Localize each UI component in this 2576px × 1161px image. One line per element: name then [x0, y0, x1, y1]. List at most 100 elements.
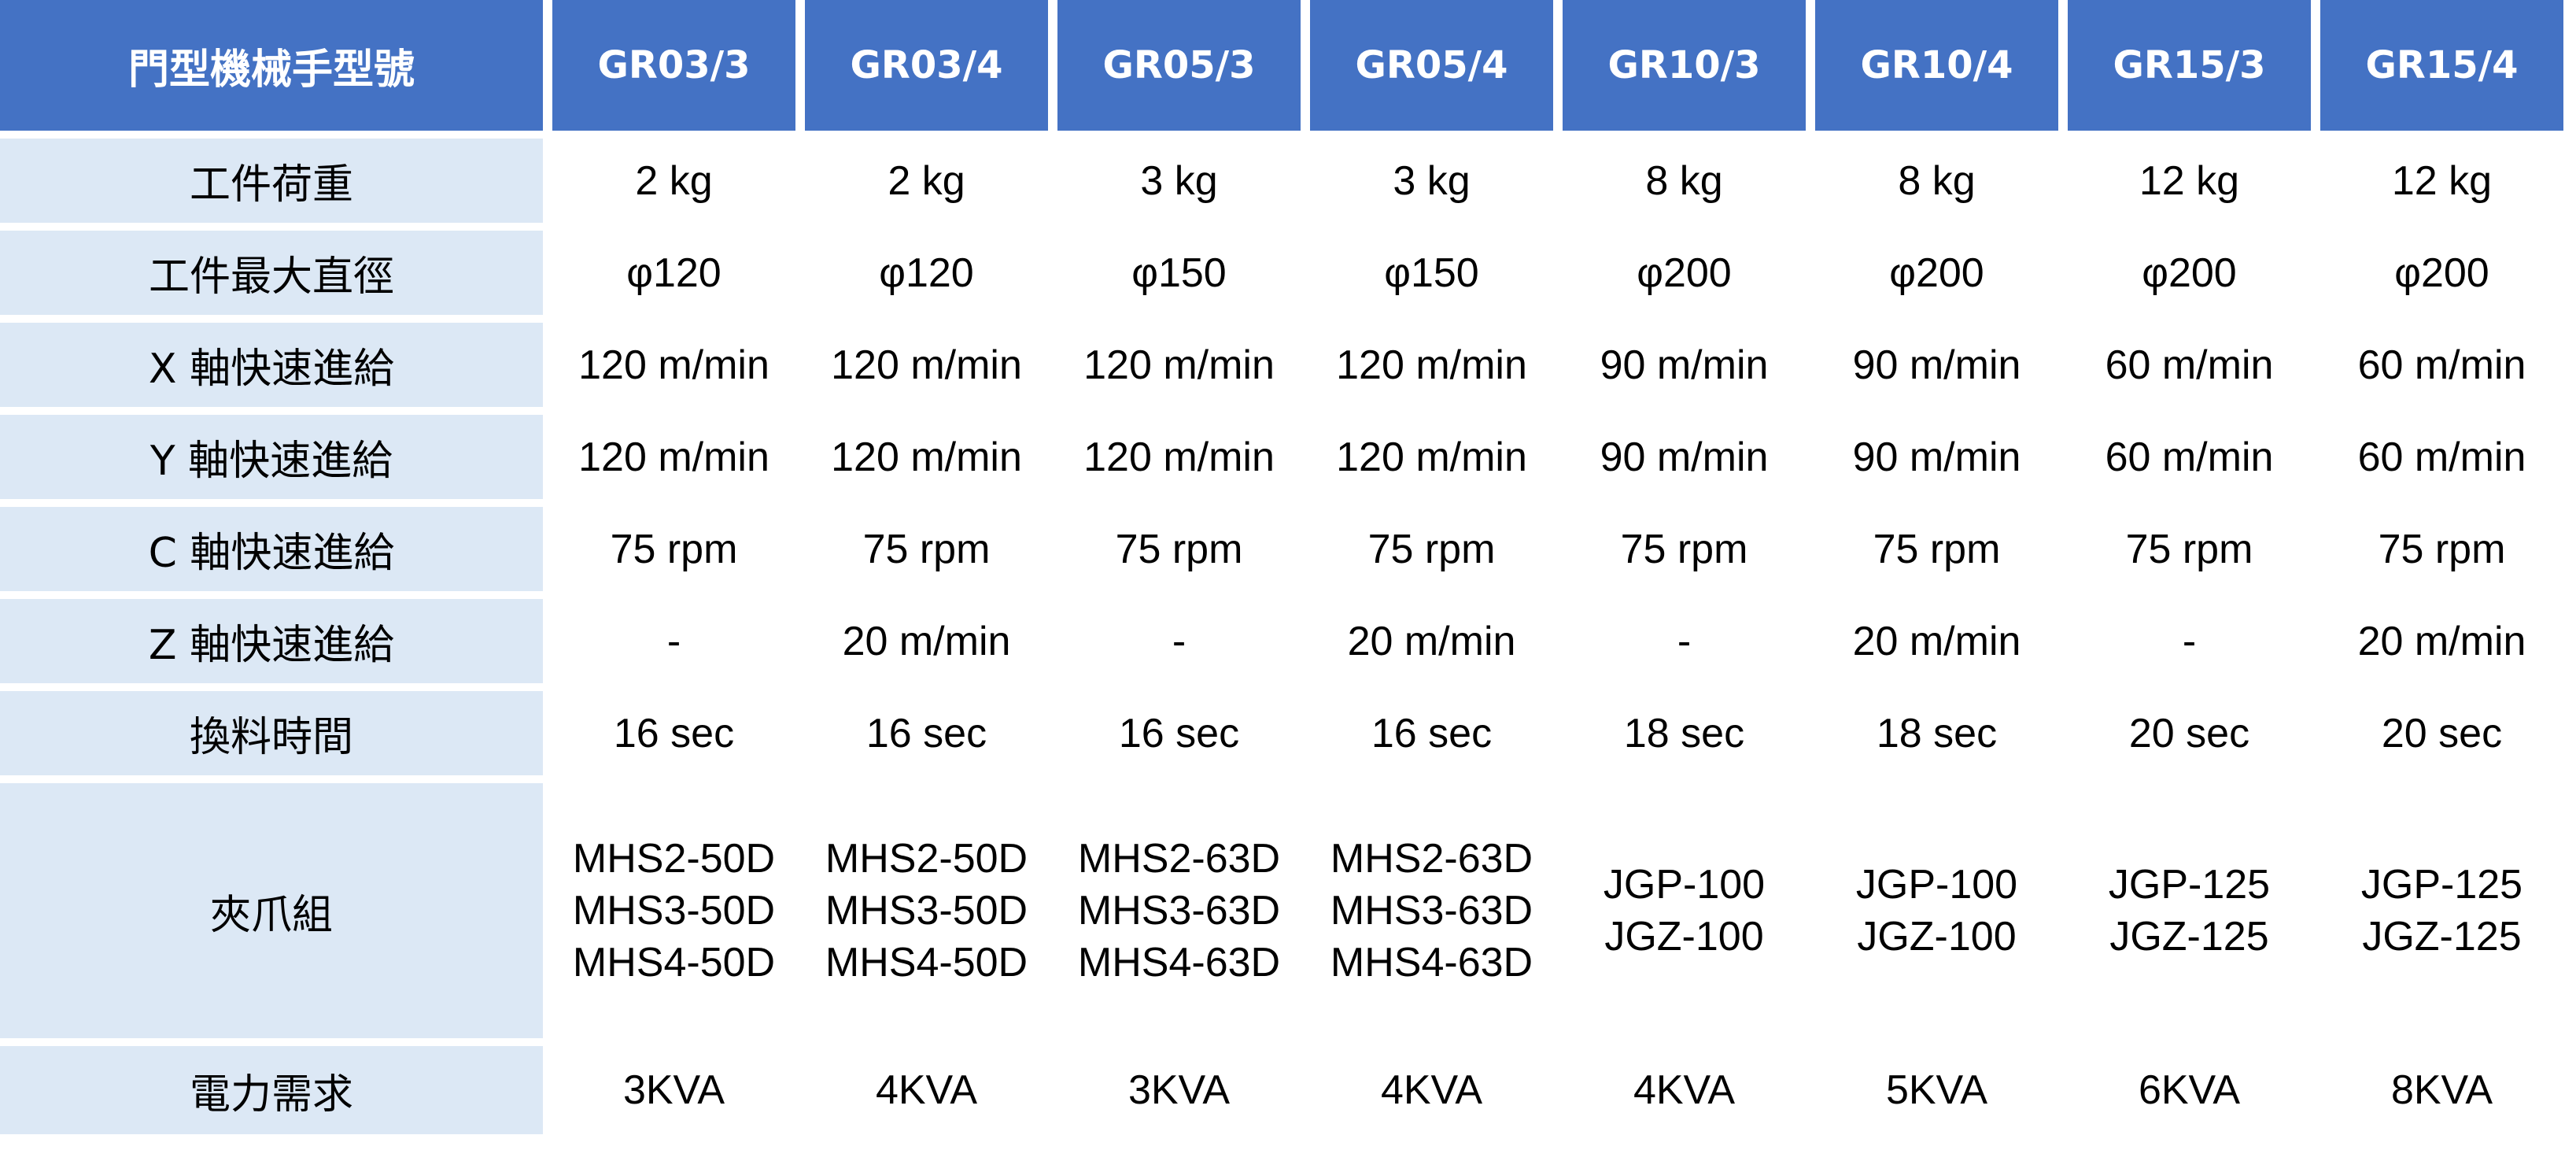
- model-header: GR15/3: [2068, 0, 2311, 131]
- spec-cell: JGP-125 JGZ-125: [2068, 783, 2311, 1038]
- spec-cell: MHS2-63D MHS3-63D MHS4-63D: [1310, 783, 1553, 1038]
- gripper-model: MHS3-63D: [1077, 888, 1281, 934]
- spec-cell: 120 m/min: [552, 323, 795, 407]
- spec-cell: φ200: [2068, 231, 2311, 315]
- spec-cell: 120 m/min: [1057, 415, 1301, 499]
- gripper-model: JGZ-125: [2109, 914, 2269, 959]
- spec-cell: 75 rpm: [2068, 507, 2311, 591]
- spec-cell: 20 sec: [2068, 691, 2311, 775]
- spec-row-payload: 工件荷重 2 kg 2 kg 3 kg 3 kg 8 kg 8 kg 12 kg…: [0, 139, 2563, 223]
- spec-cell: 120 m/min: [805, 415, 1048, 499]
- spec-cell: 60 m/min: [2068, 323, 2311, 407]
- spec-cell: 6KVA: [2068, 1046, 2311, 1134]
- spec-cell: 3KVA: [1057, 1046, 1301, 1134]
- spec-cell: 8KVA: [2320, 1046, 2563, 1134]
- spec-cell: -: [1057, 599, 1301, 683]
- spec-cell: φ200: [2320, 231, 2563, 315]
- model-header: GR05/4: [1310, 0, 1553, 131]
- spec-cell: 16 sec: [1310, 691, 1553, 775]
- spec-cell: 4KVA: [805, 1046, 1048, 1134]
- spec-cell: 120 m/min: [805, 323, 1048, 407]
- gripper-model: MHS3-50D: [825, 888, 1028, 934]
- row-label: C 軸快速進給: [0, 507, 543, 591]
- gripper-model: JGZ-100: [1604, 914, 1764, 959]
- gripper-model: MHS4-50D: [572, 940, 776, 985]
- model-header: GR03/3: [552, 0, 795, 131]
- gripper-model: MHS4-50D: [825, 940, 1028, 985]
- gripper-model: JGP-125: [2360, 862, 2523, 908]
- spec-cell: 20 m/min: [1815, 599, 2058, 683]
- spec-cell: φ120: [805, 231, 1048, 315]
- spec-cell: 16 sec: [552, 691, 795, 775]
- model-header-label: 門型機械手型號: [0, 0, 543, 131]
- spec-cell: MHS2-50D MHS3-50D MHS4-50D: [805, 783, 1048, 1038]
- spec-row-y-axis-speed: Y 軸快速進給 120 m/min 120 m/min 120 m/min 12…: [0, 415, 2563, 499]
- row-label: Z 軸快速進給: [0, 599, 543, 683]
- spec-cell: 60 m/min: [2320, 415, 2563, 499]
- spec-row-max-diameter: 工件最大直徑 φ120 φ120 φ150 φ150 φ200 φ200 φ20…: [0, 231, 2563, 315]
- spec-cell: 120 m/min: [552, 415, 795, 499]
- spec-cell: 2 kg: [805, 139, 1048, 223]
- gripper-model: JGZ-100: [1857, 914, 2017, 959]
- row-label: X 軸快速進給: [0, 323, 543, 407]
- header-row: 門型機械手型號 GR03/3 GR03/4 GR05/3 GR05/4 GR10…: [0, 0, 2563, 131]
- spec-cell: φ150: [1310, 231, 1553, 315]
- spec-cell: 75 rpm: [805, 507, 1048, 591]
- row-label: Y 軸快速進給: [0, 415, 543, 499]
- spec-cell: 20 m/min: [2320, 599, 2563, 683]
- gripper-model: MHS4-63D: [1330, 940, 1533, 985]
- spec-row-c-axis-speed: C 軸快速進給 75 rpm 75 rpm 75 rpm 75 rpm 75 r…: [0, 507, 2563, 591]
- spec-cell: 75 rpm: [552, 507, 795, 591]
- spec-row-power: 電力需求 3KVA 4KVA 3KVA 4KVA 4KVA 5KVA 6KVA …: [0, 1046, 2563, 1134]
- spec-cell: 20 m/min: [805, 599, 1048, 683]
- model-header: GR10/3: [1563, 0, 1806, 131]
- spec-cell: 75 rpm: [1057, 507, 1301, 591]
- row-label: 工件最大直徑: [0, 231, 543, 315]
- model-header: GR15/4: [2320, 0, 2563, 131]
- spec-cell: 5KVA: [1815, 1046, 2058, 1134]
- spec-row-gripper-set: 夾爪組 MHS2-50D MHS3-50D MHS4-50D MHS2-50D …: [0, 783, 2563, 1038]
- spec-cell: 75 rpm: [1310, 507, 1553, 591]
- spec-cell: 90 m/min: [1563, 323, 1806, 407]
- row-label: 換料時間: [0, 691, 543, 775]
- spec-row-change-time: 換料時間 16 sec 16 sec 16 sec 16 sec 18 sec …: [0, 691, 2563, 775]
- spec-cell: 4KVA: [1310, 1046, 1553, 1134]
- row-label: 夾爪組: [0, 783, 543, 1038]
- spec-cell: JGP-100 JGZ-100: [1563, 783, 1806, 1038]
- spec-cell: -: [552, 599, 795, 683]
- model-header: GR05/3: [1057, 0, 1301, 131]
- spec-cell: -: [2068, 599, 2311, 683]
- spec-cell: 120 m/min: [1310, 415, 1553, 499]
- spec-cell: φ150: [1057, 231, 1301, 315]
- gripper-model: MHS2-63D: [1330, 836, 1533, 882]
- spec-cell: 75 rpm: [1815, 507, 2058, 591]
- spec-cell: 90 m/min: [1815, 415, 2058, 499]
- spec-cell: MHS2-63D MHS3-63D MHS4-63D: [1057, 783, 1301, 1038]
- spec-cell: 3 kg: [1057, 139, 1301, 223]
- spec-cell: 4KVA: [1563, 1046, 1806, 1134]
- spec-cell: 60 m/min: [2320, 323, 2563, 407]
- gripper-model: MHS2-50D: [825, 836, 1028, 882]
- spec-cell: φ120: [552, 231, 795, 315]
- gripper-model: MHS3-50D: [572, 888, 776, 934]
- spec-cell: 16 sec: [1057, 691, 1301, 775]
- row-label: 工件荷重: [0, 139, 543, 223]
- spec-cell: -: [1563, 599, 1806, 683]
- spec-cell: 8 kg: [1815, 139, 2058, 223]
- spec-cell: 20 sec: [2320, 691, 2563, 775]
- spec-cell: 3KVA: [552, 1046, 795, 1134]
- spec-cell: MHS2-50D MHS3-50D MHS4-50D: [552, 783, 795, 1038]
- spec-cell: φ200: [1563, 231, 1806, 315]
- spec-cell: 20 m/min: [1310, 599, 1553, 683]
- gripper-model: JGP-100: [1603, 862, 1766, 908]
- spec-cell: 12 kg: [2068, 139, 2311, 223]
- spec-cell: 18 sec: [1563, 691, 1806, 775]
- spec-cell: 16 sec: [805, 691, 1048, 775]
- spec-cell: JGP-125 JGZ-125: [2320, 783, 2563, 1038]
- gripper-model: MHS2-50D: [572, 836, 776, 882]
- gripper-model: MHS4-63D: [1077, 940, 1281, 985]
- gripper-model: JGZ-125: [2362, 914, 2522, 959]
- model-header: GR10/4: [1815, 0, 2058, 131]
- spec-cell: 120 m/min: [1057, 323, 1301, 407]
